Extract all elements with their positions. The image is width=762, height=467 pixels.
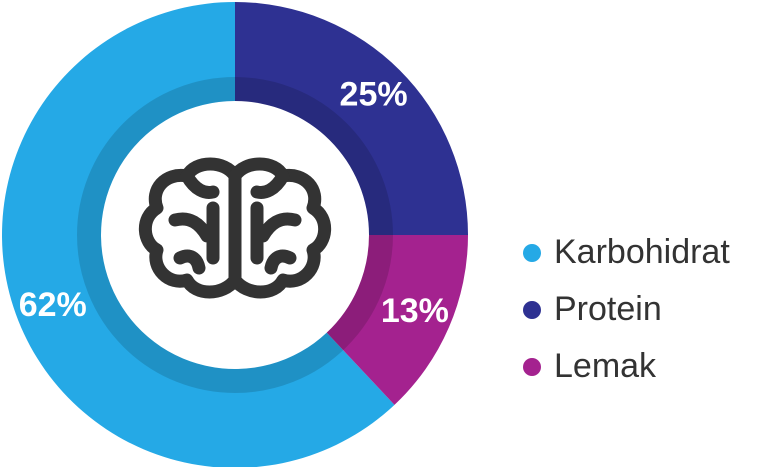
donut [2, 2, 468, 467]
legend-marker [523, 244, 541, 262]
legend-label: Karbohidrat [554, 233, 730, 271]
legend-marker [523, 358, 541, 376]
legend-label: Protein [554, 290, 662, 328]
inner-ring-shade [77, 77, 393, 393]
legend-marker [523, 301, 541, 319]
legend: Karbohidrat Protein Lemak [523, 233, 730, 385]
donut-slice [326, 235, 468, 405]
donut-slice [2, 2, 395, 467]
value-label: 25% [340, 75, 408, 113]
value-label: 62% [19, 286, 87, 324]
donut-slice [235, 2, 468, 235]
value-label: 13% [381, 292, 449, 330]
legend-label: Lemak [554, 347, 657, 385]
brain-icon [138, 157, 332, 299]
value-labels: 62% 25% 13% [19, 75, 449, 329]
